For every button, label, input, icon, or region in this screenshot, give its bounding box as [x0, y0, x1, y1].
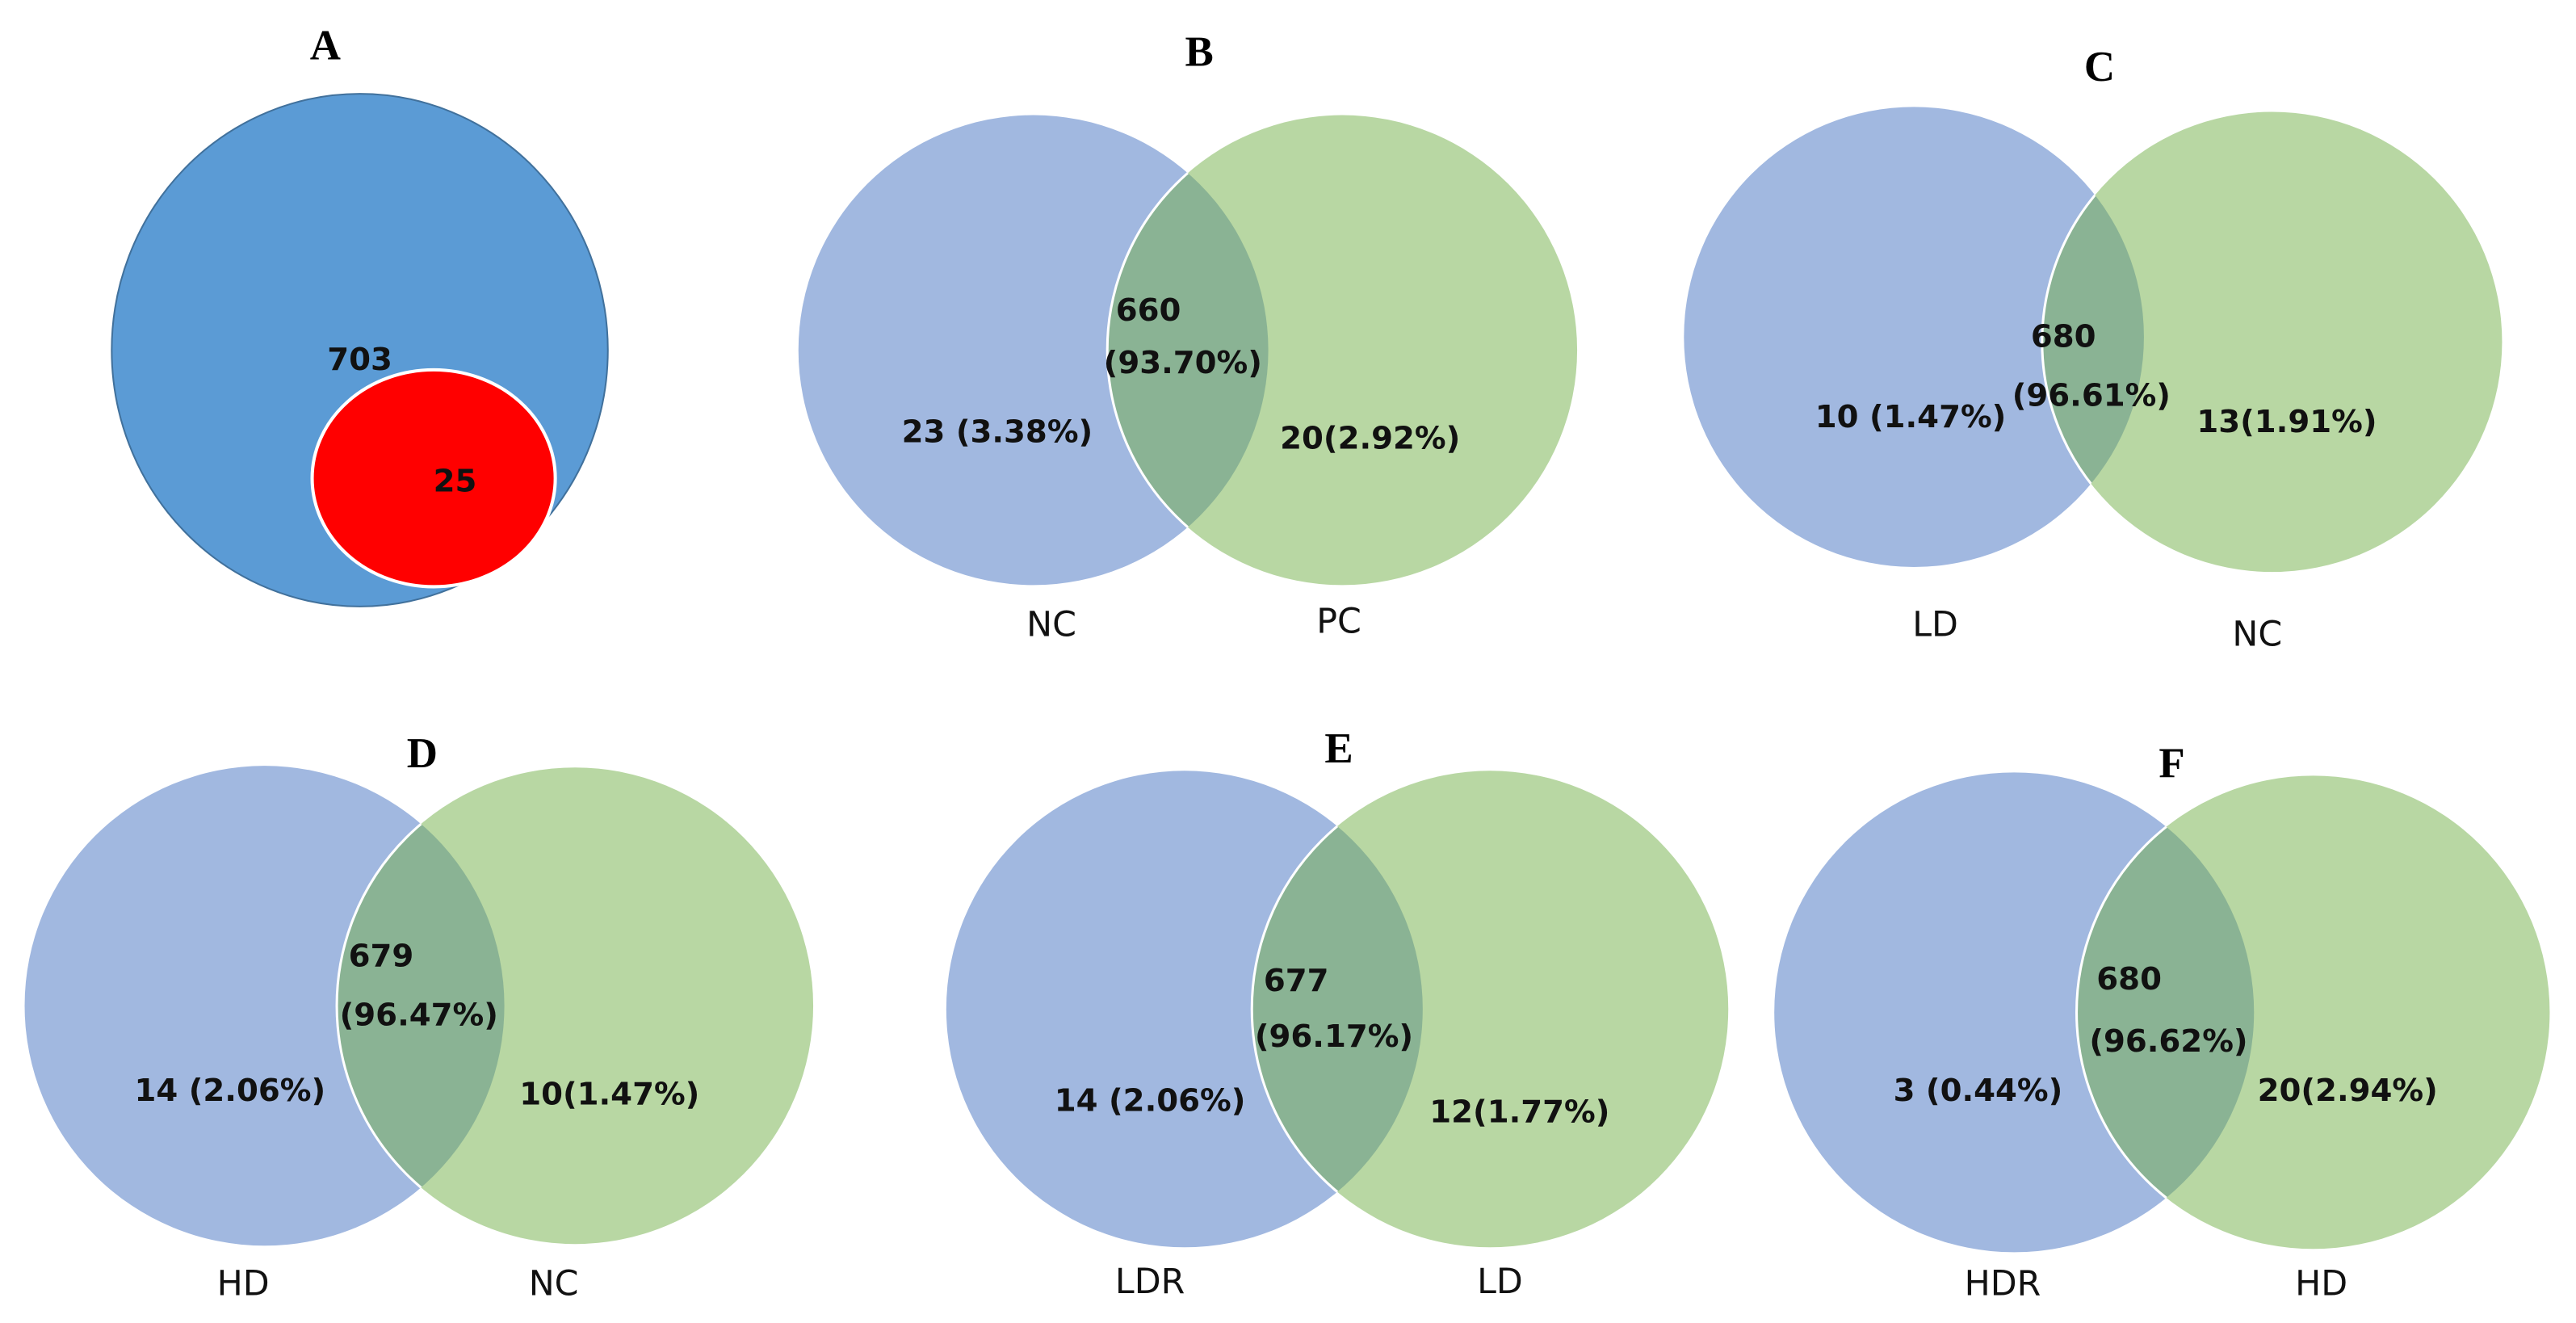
- panel-c-shared-count: 680: [2031, 318, 2096, 355]
- panel-f-shared-pct: (96.62%): [2089, 1023, 2247, 1060]
- panel-b-overlap: [1107, 115, 1269, 586]
- panel-e-right-label: LD: [1477, 1262, 1523, 1302]
- panel-e-shared-count: 677: [1264, 963, 1329, 999]
- panel-b: B 660 (93.70%) 23 (3.38%) 20(2.92%) NC PC: [798, 29, 1578, 645]
- panel-d-shared-pct: (96.47%): [340, 998, 498, 1034]
- panel-c: C 680 (96.61%)10 (1.47%) 13(1.91%) LD NC: [1684, 44, 2503, 655]
- panel-d: D 679 (96.47%) 14 (2.06%) 10(1.47%) HD NC: [24, 730, 814, 1304]
- panel-b-left-only: 23 (3.38%): [902, 414, 1093, 450]
- panel-c-overlap-edge: [2041, 110, 2144, 568]
- panel-c-shared-pct: (96.61%): [2012, 378, 2171, 414]
- panel-c-left-only: 10 (1.47%): [1815, 399, 2007, 435]
- panel-e: E 677 (96.17%)14 (2.06%) 12(1.77%) LDR LD: [946, 725, 1729, 1302]
- panel-f-left-label: HDR: [1965, 1263, 2041, 1304]
- panel-e-overlap: [1252, 771, 1423, 1248]
- panel-b-title: B: [1185, 29, 1213, 76]
- panel-d-overlap-edge: [335, 766, 505, 1245]
- panel-b-right-only: 20(2.92%): [1280, 421, 1460, 457]
- panel-f-right-only: 20(2.94%): [2258, 1073, 2438, 1109]
- panel-d-left-label: HD: [217, 1263, 270, 1304]
- panel-e-left-only: 14 (2.06%): [1055, 1082, 1246, 1119]
- panel-a-inner-set: [310, 368, 557, 589]
- panel-a-title: A: [310, 22, 341, 69]
- panel-c-left-set: [1684, 107, 2144, 568]
- panel-c-right-label: NC: [2232, 615, 2282, 655]
- panel-b-right-label: PC: [1316, 601, 1361, 641]
- panel-b-left-label: NC: [1026, 604, 1076, 645]
- panel-c-right-only: 13(1.91%): [2196, 404, 2377, 440]
- panel-a-outer-value: 703: [327, 342, 392, 378]
- panel-e-shared-pct: (96.17%): [1255, 1018, 1413, 1055]
- panel-d-right-only: 10(1.47%): [519, 1076, 699, 1112]
- panel-f: F 680 (96.62%) 3 (0.44%) 20(2.94%) HDR HD: [1774, 740, 2550, 1304]
- panel-c-left-label: LD: [1912, 604, 1958, 645]
- panel-b-shared-pct: (93.70%): [1104, 345, 1262, 381]
- panel-f-right-label: HD: [2295, 1263, 2347, 1304]
- panel-a: A 703 25: [111, 22, 609, 607]
- panel-c-title: C: [2084, 44, 2115, 90]
- panel-c-right-set: [2041, 111, 2503, 573]
- panel-d-shared-count: 679: [349, 938, 414, 974]
- panel-f-overlap-edge: [2075, 774, 2255, 1250]
- panel-e-left-label: LDR: [1115, 1262, 1185, 1302]
- panel-e-title: E: [1324, 725, 1353, 772]
- panel-b-overlap-edge: [1105, 115, 1269, 586]
- panel-f-left-only: 3 (0.44%): [1894, 1073, 2063, 1109]
- panel-b-shared-count: 660: [1116, 292, 1181, 329]
- panel-e-overlap-edge: [1250, 771, 1423, 1248]
- panel-d-overlap: [337, 767, 505, 1245]
- panel-d-left-only: 14 (2.06%): [135, 1073, 326, 1109]
- panel-f-title: F: [2159, 740, 2184, 787]
- panel-a-inner-value: 25: [434, 463, 477, 499]
- panel-f-overlap: [2076, 775, 2255, 1250]
- panel-d-right-label: NC: [529, 1263, 579, 1304]
- panel-e-right-only: 12(1.77%): [1429, 1094, 1609, 1131]
- panel-d-title: D: [407, 730, 438, 777]
- panel-f-shared-count: 680: [2096, 961, 2162, 998]
